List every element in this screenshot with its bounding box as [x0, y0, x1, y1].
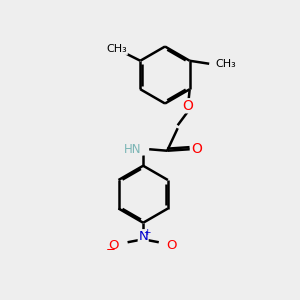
- Text: −: −: [106, 243, 116, 256]
- Text: +: +: [143, 228, 151, 237]
- Text: O: O: [166, 239, 177, 252]
- Text: HN: HN: [124, 143, 142, 156]
- Text: CH₃: CH₃: [216, 59, 236, 69]
- Text: N: N: [138, 230, 148, 243]
- Text: O: O: [183, 99, 194, 113]
- Text: O: O: [191, 142, 202, 156]
- Text: O: O: [109, 239, 119, 252]
- Text: CH₃: CH₃: [106, 44, 127, 54]
